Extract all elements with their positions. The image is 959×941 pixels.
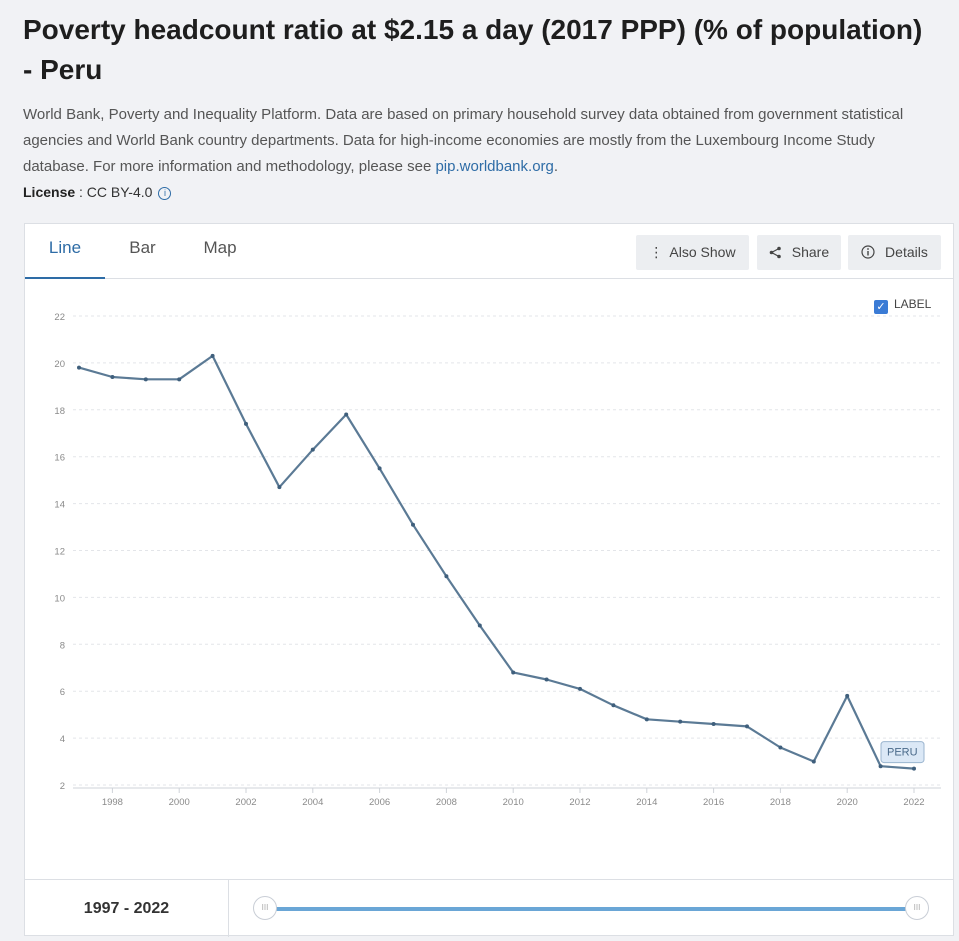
- x-tick-label-2010: 2010: [503, 797, 524, 808]
- data-point-2022: [912, 766, 916, 771]
- x-tick-label-2022: 2022: [903, 797, 924, 808]
- x-tick-label-2006: 2006: [369, 797, 390, 808]
- range-handle-start[interactable]: III: [253, 896, 277, 920]
- x-tick-label-2012: 2012: [569, 797, 590, 808]
- range-slider-bar: 1997 - 2022 III III: [25, 879, 953, 937]
- also-show-label: Also Show: [669, 244, 736, 260]
- y-tick-label-2: 2: [60, 781, 65, 792]
- data-point-2017: [745, 724, 749, 729]
- also-show-button[interactable]: ⋮ Also Show: [636, 235, 749, 270]
- checkbox-checked-icon[interactable]: ✓: [874, 300, 888, 314]
- tab-bar-chart[interactable]: Bar: [129, 238, 156, 257]
- description-text: World Bank, Poverty and Inequality Platf…: [23, 106, 904, 175]
- data-point-1997: [77, 365, 81, 370]
- data-point-1998: [110, 374, 115, 379]
- x-tick-label-1998: 1998: [102, 797, 123, 808]
- data-point-2020: [845, 693, 850, 698]
- share-label: Share: [791, 244, 830, 260]
- y-tick-label-4: 4: [60, 734, 65, 745]
- info-circle-icon: [861, 244, 879, 260]
- x-tick-label-2018: 2018: [770, 797, 791, 808]
- data-point-2000: [177, 377, 182, 382]
- range-track[interactable]: [266, 907, 916, 911]
- y-tick-label-12: 12: [54, 547, 65, 558]
- chart-grid: [73, 315, 941, 789]
- page-title: Poverty headcount ratio at $2.15 a day (…: [23, 14, 923, 85]
- data-point-2007: [411, 522, 415, 527]
- label-toggle-text: LABEL: [894, 297, 932, 311]
- y-tick-label-6: 6: [60, 687, 65, 698]
- y-tick-label-20: 20: [54, 359, 65, 370]
- data-point-2021: [878, 764, 883, 769]
- description: World Bank, Poverty and Inequality Platf…: [23, 102, 938, 180]
- tab-bar: Line Bar Map ⋮ Also Show Share Details: [25, 224, 953, 279]
- data-point-2014: [644, 717, 649, 722]
- x-axis: 1998 2000 2002 2004 2006 2008 2010 2012 2014 2016…: [102, 788, 925, 808]
- x-tick-label-2002: 2002: [235, 797, 256, 808]
- y-tick-label-14: 14: [54, 500, 65, 511]
- license-value: : CC BY-4.0: [75, 184, 153, 200]
- series-label-text: PERU: [887, 747, 918, 759]
- tab-map[interactable]: Map: [203, 238, 237, 257]
- x-tick-label-2014: 2014: [636, 797, 657, 808]
- series-line-peru: [78, 354, 915, 770]
- data-point-2019: [811, 759, 816, 764]
- details-label: Details: [885, 244, 928, 260]
- license-label: License: [23, 184, 76, 200]
- description-end: .: [553, 158, 559, 175]
- data-point-2009: [477, 623, 482, 628]
- data-point-2015: [678, 719, 683, 724]
- data-point-2013: [611, 703, 616, 708]
- data-point-2006: [377, 466, 382, 471]
- x-tick-label-2008: 2008: [436, 797, 457, 808]
- data-point-2012: [578, 686, 582, 691]
- chart-panel: Line Bar Map ⋮ Also Show Share Details 2 4…: [24, 223, 954, 937]
- x-tick-label-2020: 2020: [837, 797, 858, 808]
- data-point-2016: [711, 722, 716, 727]
- info-icon[interactable]: i: [158, 187, 172, 200]
- tab-line[interactable]: Line: [25, 224, 105, 279]
- share-icon: [769, 244, 786, 260]
- y-tick-label-22: 22: [54, 312, 65, 323]
- x-tick-label-2004: 2004: [302, 797, 323, 808]
- y-tick-label-18: 18: [54, 406, 65, 417]
- x-tick-label-2016: 2016: [703, 797, 724, 808]
- y-tick-label-10: 10: [54, 593, 65, 604]
- pip-link[interactable]: pip.worldbank.org: [435, 158, 554, 175]
- data-point-2004: [310, 447, 315, 452]
- data-point-2002: [244, 421, 248, 426]
- data-point-2011: [544, 677, 549, 682]
- license: License : CC BY-4.0 i: [23, 184, 172, 200]
- series-label-peru: PERU: [880, 741, 925, 764]
- data-point-2018: [778, 745, 783, 750]
- label-toggle[interactable]: ✓ LABEL: [874, 297, 931, 314]
- data-point-1999: [143, 377, 148, 382]
- kebab-icon: ⋮: [649, 244, 664, 260]
- y-tick-label-16: 16: [54, 453, 65, 464]
- data-point-2008: [444, 574, 449, 579]
- y-axis: 2 4 6 8 10 12 14 16 18 20 22: [54, 312, 65, 792]
- x-tick-label-2000: 2000: [169, 797, 190, 808]
- data-point-2001: [210, 353, 215, 358]
- share-button[interactable]: Share: [757, 235, 841, 270]
- range-label: 1997 - 2022: [25, 880, 229, 937]
- y-tick-label-8: 8: [60, 640, 65, 651]
- data-point-2003: [277, 485, 282, 490]
- data-point-2005: [344, 412, 349, 417]
- data-point-2010: [511, 670, 516, 675]
- series-points: [77, 353, 916, 771]
- details-button[interactable]: Details: [848, 235, 941, 270]
- range-handle-end[interactable]: III: [905, 896, 929, 920]
